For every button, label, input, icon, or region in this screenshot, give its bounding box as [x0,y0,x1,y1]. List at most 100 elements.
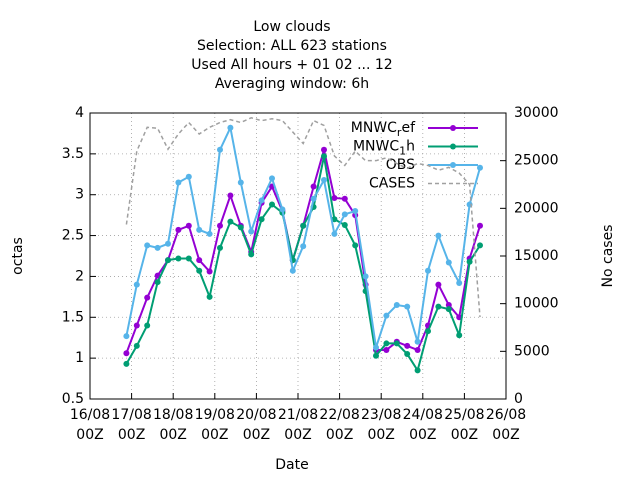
chart-title: Low clouds [253,19,330,35]
point [456,332,463,339]
y2-tick-label: 0 [514,391,523,407]
y2-tick-label: 25000 [514,153,559,169]
point [310,183,317,190]
point [196,226,203,233]
x-tick-label: 16/08 00Z [70,407,110,443]
point [175,226,182,233]
point [185,222,192,229]
point [133,342,140,349]
point [331,216,338,223]
point [477,242,483,249]
point [258,197,265,204]
point [393,302,400,309]
y-tick-label: 2 [75,268,84,284]
x-tick-label: 19/08 00Z [195,407,235,443]
x-tick-label: 26/08 00Z [486,407,526,443]
point [466,258,473,265]
y2-tick-label: 10000 [514,296,559,312]
point [362,273,369,280]
point [237,224,244,231]
point [404,342,411,349]
x-tick-label: 23/08 00Z [361,407,401,443]
point [321,153,327,160]
x-tick-label: 20/08 00Z [236,407,276,443]
legend-marker [450,143,456,150]
point [206,293,213,300]
point [144,242,151,249]
point [196,257,203,264]
point [185,173,192,180]
point [373,352,379,359]
point [206,230,213,237]
point [289,267,296,274]
point [144,294,151,301]
point [237,179,244,186]
y2-tick-label: 5000 [514,343,550,359]
y2-tick-label: 15000 [514,248,559,264]
point [321,177,327,184]
point [175,255,182,262]
point [227,218,234,225]
point [175,179,182,186]
point [445,306,452,313]
point [133,322,140,329]
series-line [125,124,481,348]
point [414,338,421,345]
point [165,240,171,247]
point [300,243,307,250]
legend-label: OBS [386,157,415,173]
point [165,257,171,264]
point [352,242,359,249]
point [383,312,390,319]
point [477,222,483,229]
chart-subtitle: Selection: ALL 623 stations [197,38,387,54]
point [352,208,359,215]
point [456,279,463,286]
legend-marker [450,162,456,168]
point [269,201,275,208]
point [393,340,400,347]
y-tick-label: 0.5 [62,391,84,407]
point [373,344,379,351]
point [123,333,130,340]
point [477,164,483,171]
x-tick-label: 18/08 00Z [153,407,193,443]
y-tick-label: 3 [75,187,84,203]
point [414,367,421,374]
point [206,268,213,275]
point [123,350,130,357]
y2-tick-label: 20000 [514,200,559,216]
point [154,279,161,286]
point [341,195,348,202]
point [435,281,442,288]
x-tick-label: 22/08 00Z [319,407,359,443]
legend-label: MNWCref [351,120,416,139]
point [217,222,223,229]
y-tick-label: 4 [75,105,84,121]
series-line [125,156,481,373]
x-tick-label: 21/08 00Z [278,407,318,443]
point [279,206,286,213]
point [425,328,431,335]
y2-tick-label: 30000 [514,105,559,121]
dashed-line [125,116,481,318]
point [435,303,442,310]
point [269,175,275,182]
point [248,228,255,235]
y-tick-label: 1 [75,350,84,366]
point [404,303,411,310]
point [383,346,390,353]
point [258,216,265,223]
chart-subtitle: Used All hours + 01 02 ... 12 [191,57,392,73]
y-tick-label: 3.5 [62,146,84,162]
point [331,194,338,201]
point [227,192,234,199]
legend-marker [450,125,456,131]
y-tick-label: 2.5 [62,228,84,244]
point [321,146,327,153]
point [185,255,192,262]
legend-label: MNWC1h [353,139,415,158]
x-tick-label: 25/08 00Z [444,407,484,443]
chart-subtitle: Averaging window: 6h [215,76,369,92]
